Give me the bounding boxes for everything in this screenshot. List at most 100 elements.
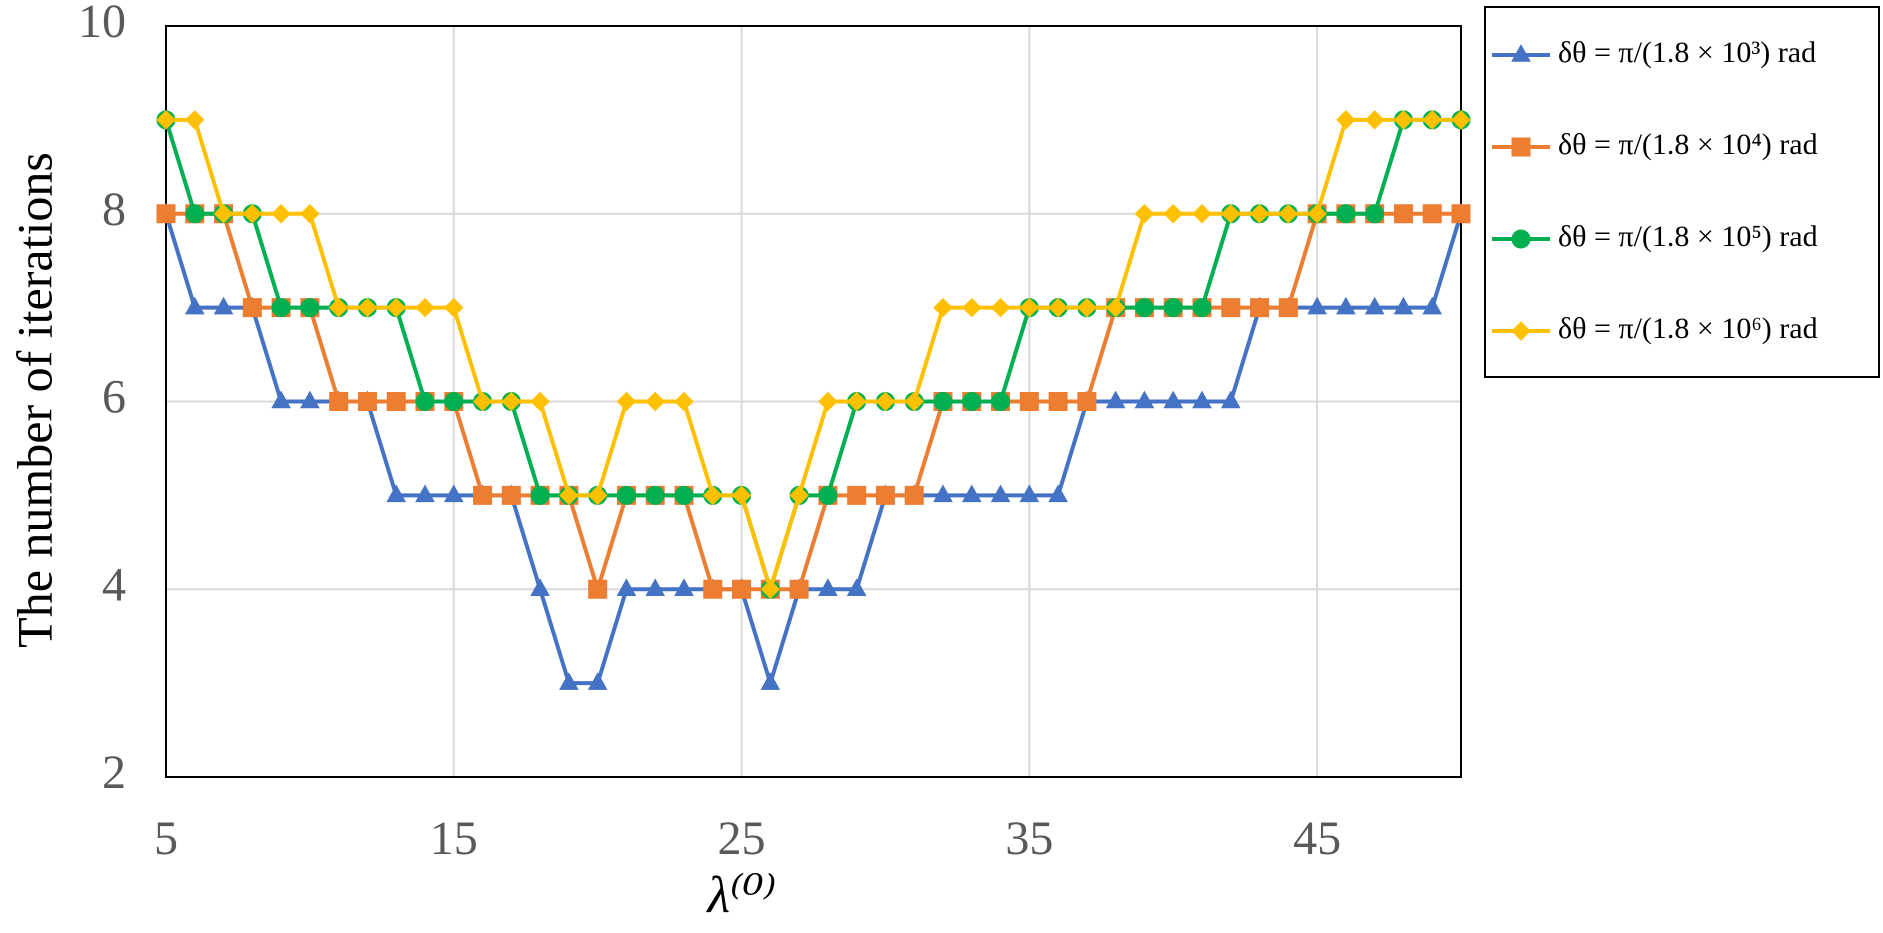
- marker: [530, 391, 550, 412]
- y-axis-label: The number of iterations: [6, 152, 62, 648]
- marker: [559, 672, 579, 690]
- marker: [846, 391, 867, 412]
- marker: [271, 204, 291, 224]
- marker: [991, 392, 1011, 411]
- marker: [1048, 392, 1068, 411]
- marker: [156, 110, 176, 130]
- marker: [587, 485, 608, 506]
- marker: [1422, 204, 1442, 224]
- marker: [242, 298, 262, 318]
- marker: [1422, 110, 1442, 130]
- marker: [616, 485, 636, 505]
- marker: [1393, 204, 1413, 224]
- marker: [1307, 204, 1327, 224]
- marker: [329, 392, 349, 411]
- marker: [328, 297, 349, 318]
- marker: [962, 297, 982, 318]
- marker: [789, 579, 809, 599]
- marker: [904, 391, 924, 412]
- legend-box: [1484, 6, 1880, 378]
- marker: [1192, 204, 1212, 224]
- marker: [732, 579, 752, 599]
- marker: [444, 297, 464, 318]
- marker: [271, 298, 291, 318]
- marker: [588, 579, 608, 599]
- marker: [818, 578, 838, 597]
- legend-label: δθ = π/(1.8 × 10³) rad: [1558, 36, 1816, 69]
- marker: [1365, 204, 1385, 224]
- marker: [1048, 297, 1068, 318]
- marker: [1278, 298, 1298, 318]
- marker: [1077, 392, 1097, 411]
- marker: [1048, 484, 1068, 503]
- marker: [1511, 44, 1531, 62]
- marker: [933, 484, 953, 503]
- marker: [645, 578, 666, 597]
- legend-label: δθ = π/(1.8 × 10⁴) rad: [1558, 128, 1818, 161]
- marker: [990, 484, 1011, 503]
- legend-label: δθ = π/(1.8 × 10⁵) rad: [1558, 220, 1818, 253]
- marker: [300, 204, 320, 224]
- marker: [616, 391, 637, 412]
- marker: [703, 485, 723, 506]
- marker: [1192, 298, 1212, 318]
- marker: [789, 485, 809, 506]
- marker: [1511, 321, 1531, 341]
- marker: [990, 297, 1011, 318]
- marker: [904, 485, 924, 505]
- marker: [731, 485, 752, 506]
- marker: [933, 297, 953, 318]
- marker: [1192, 390, 1212, 409]
- x-tick-label: 15: [430, 812, 478, 865]
- marker: [847, 485, 867, 505]
- marker: [1336, 110, 1356, 130]
- marker: [818, 485, 838, 505]
- marker: [1221, 204, 1241, 224]
- series-line: [166, 117, 1461, 597]
- marker: [1163, 298, 1183, 318]
- marker: [760, 672, 781, 690]
- marker: [846, 578, 867, 597]
- marker: [645, 485, 665, 505]
- marker: [1451, 110, 1471, 130]
- x-axis-label: λ⁽⁰⁾: [706, 867, 777, 924]
- marker: [1019, 484, 1040, 503]
- marker: [1249, 204, 1270, 224]
- y-tick-label: 6: [102, 371, 126, 424]
- marker: [1019, 297, 1040, 318]
- marker: [616, 578, 637, 597]
- x-tick-label: 35: [1005, 812, 1053, 865]
- x-tick-label: 45: [1293, 812, 1341, 865]
- marker: [933, 392, 953, 411]
- y-tick-label: 4: [102, 558, 126, 611]
- marker: [1221, 298, 1241, 318]
- marker: [415, 297, 435, 318]
- marker: [962, 392, 982, 411]
- series-line: [164, 213, 1463, 690]
- marker: [818, 391, 838, 412]
- marker: [1163, 204, 1183, 224]
- marker: [501, 485, 521, 505]
- marker: [1134, 204, 1155, 224]
- marker: [1422, 296, 1443, 315]
- marker: [242, 204, 263, 224]
- marker: [271, 390, 291, 409]
- marker: [386, 392, 406, 411]
- marker: [530, 485, 550, 505]
- x-tick-label: 25: [718, 812, 766, 865]
- y-tick-label: 8: [102, 183, 126, 236]
- y-tick-label: 2: [102, 746, 126, 799]
- marker: [559, 485, 579, 506]
- marker: [1364, 296, 1385, 315]
- marker: [472, 391, 493, 412]
- marker: [1250, 298, 1270, 318]
- marker: [357, 297, 378, 318]
- marker: [156, 204, 176, 224]
- marker: [1134, 298, 1154, 318]
- x-tick-label: 5: [154, 812, 178, 865]
- marker: [300, 298, 320, 318]
- marker: [386, 297, 406, 318]
- marker: [1019, 392, 1039, 411]
- marker: [1220, 390, 1241, 409]
